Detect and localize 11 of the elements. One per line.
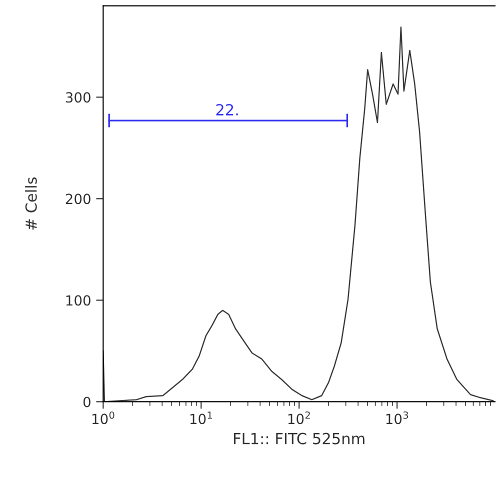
y-tick-label: 0 <box>83 396 90 408</box>
x-tick-label: 10$^{1}$ <box>190 412 212 424</box>
annotation: 22. <box>216 104 238 116</box>
x-tick-label: 10$^{3}$ <box>386 411 408 424</box>
y-tick-label: 100 <box>66 295 90 306</box>
y-axis-title: # Cells <box>25 177 37 230</box>
x-axis-title: FL1:: FITC 525nm <box>234 432 364 444</box>
y-tick-label: 200 <box>66 194 90 204</box>
x-tick-label: 10$^{2}$ <box>288 411 310 424</box>
x-tick-label: 10$^{0}$ <box>92 411 114 424</box>
y-tick-label: 300 <box>66 92 90 103</box>
